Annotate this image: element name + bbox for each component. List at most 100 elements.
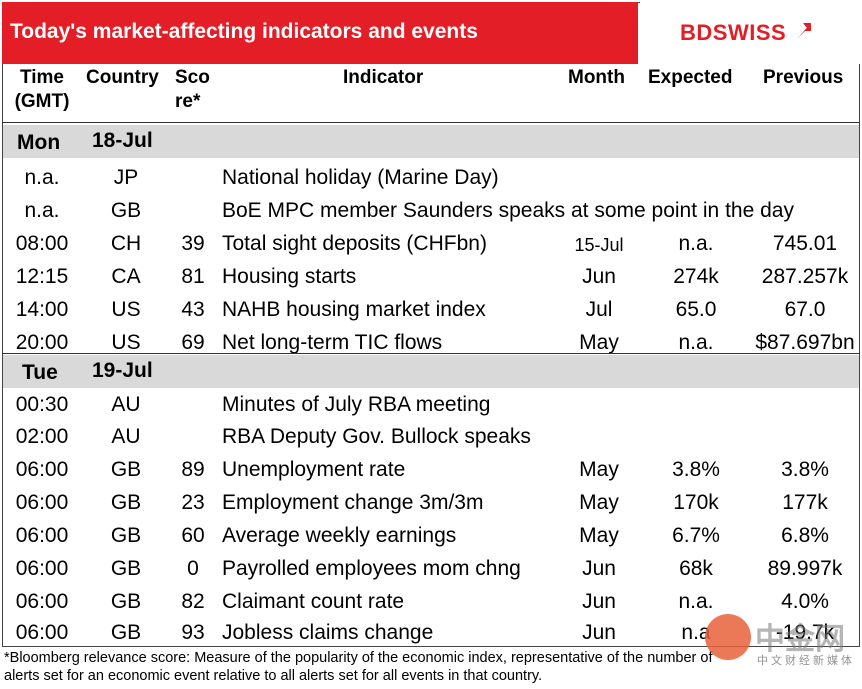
header-time: Time (GMT) bbox=[12, 66, 72, 114]
header-expected: Expected bbox=[648, 67, 733, 88]
cell-month: May bbox=[579, 331, 619, 354]
day-date: 19-Jul bbox=[92, 359, 153, 382]
cell-month: Jun bbox=[582, 557, 616, 580]
table-row: 20:00 US 69 Net long-term TIC flows May … bbox=[3, 327, 859, 360]
cell-previous: 4.0% bbox=[781, 590, 829, 613]
cell-expected: 68k bbox=[679, 557, 713, 580]
cell-country: AU bbox=[111, 425, 141, 448]
cell-country: AU bbox=[111, 393, 141, 416]
cell-time: 06:00 bbox=[15, 621, 69, 644]
cell-time: 06:00 bbox=[15, 557, 69, 580]
cell-indicator: Employment change 3m/3m bbox=[222, 491, 484, 514]
cell-month: May bbox=[579, 524, 619, 547]
cell-previous: -19.7k bbox=[775, 621, 835, 644]
cell-indicator: Payrolled employees mom chng bbox=[222, 557, 521, 580]
cell-time: 12:15 bbox=[15, 265, 69, 288]
cell-score: 81 bbox=[181, 265, 205, 288]
table-row: 06:00 GB 82 Claimant count rate Jun n.a.… bbox=[3, 586, 859, 619]
day-row-mon: Mon 18-Jul bbox=[3, 125, 859, 158]
cell-time: 06:00 bbox=[15, 524, 69, 547]
cell-country: GB bbox=[110, 458, 142, 481]
table-row: 06:00 GB 0 Payrolled employees mom chng … bbox=[3, 553, 859, 586]
cell-score: 0 bbox=[187, 557, 199, 580]
cell-country: CA bbox=[111, 265, 141, 288]
cell-score: 23 bbox=[181, 491, 205, 514]
header-indicator: Indicator bbox=[343, 67, 424, 88]
cell-indicator: Average weekly earnings bbox=[222, 524, 457, 547]
watermark-subtext: 中文财经新媒体 bbox=[757, 655, 855, 667]
cell-month: Jun bbox=[582, 590, 616, 613]
table-row: n.a. GB BoE MPC member Saunders speaks a… bbox=[3, 195, 859, 228]
cell-indicator: Jobless claims change bbox=[222, 621, 434, 644]
cell-indicator: BoE MPC member Saunders speaks at some p… bbox=[222, 199, 794, 222]
cell-indicator: Total sight deposits (CHFbn) bbox=[222, 232, 487, 255]
cell-country: GB bbox=[110, 524, 142, 547]
cell-score: 60 bbox=[181, 524, 205, 547]
header-time-line2: (GMT) bbox=[14, 91, 70, 112]
header-score-line1: Sco bbox=[175, 67, 210, 88]
cell-time: n.a. bbox=[24, 199, 60, 222]
cell-indicator: NAHB housing market index bbox=[222, 298, 486, 321]
header-score-line2: re* bbox=[175, 91, 201, 112]
day-label: Mon bbox=[17, 131, 61, 154]
divider bbox=[2, 353, 860, 354]
cell-expected: n.a bbox=[681, 621, 711, 644]
watermark-logo-icon bbox=[705, 614, 751, 660]
cell-country: GB bbox=[110, 491, 142, 514]
cell-expected: n.a. bbox=[678, 590, 714, 613]
cell-time: 20:00 bbox=[15, 331, 69, 354]
cell-previous: $87.697bn bbox=[755, 331, 855, 354]
cell-previous: 67.0 bbox=[784, 298, 826, 321]
title-bar: Today's market-affecting indicators and … bbox=[2, 2, 638, 64]
logo-swiss-text: SWISS bbox=[712, 20, 787, 45]
page-title: Today's market-affecting indicators and … bbox=[10, 20, 478, 43]
watermark-text: 中金网 bbox=[755, 623, 845, 656]
bdswiss-logo: BDSWISS bbox=[680, 20, 786, 46]
footnote: *Bloomberg relevance score: Measure of t… bbox=[4, 649, 712, 685]
header-country: Country bbox=[86, 67, 159, 88]
cell-expected: 274k bbox=[673, 265, 719, 288]
cell-country: GB bbox=[110, 590, 142, 613]
cell-month: May bbox=[579, 491, 619, 514]
table-row: 14:00 US 43 NAHB housing market index Ju… bbox=[3, 294, 859, 327]
divider bbox=[2, 122, 860, 123]
table-row: 06:00 GB 93 Jobless claims change Jun n.… bbox=[3, 617, 859, 650]
day-row-tue: Tue 19-Jul bbox=[3, 355, 859, 388]
cell-country: GB bbox=[110, 557, 142, 580]
cell-indicator: Unemployment rate bbox=[222, 458, 406, 481]
cell-month: 15-Jul bbox=[574, 235, 624, 255]
cell-score: 43 bbox=[181, 298, 205, 321]
cell-month: Jul bbox=[585, 298, 613, 321]
cell-expected: 6.7% bbox=[672, 524, 720, 547]
header-month: Month bbox=[568, 67, 625, 88]
cell-expected: 170k bbox=[673, 491, 719, 514]
cell-indicator: National holiday (Marine Day) bbox=[222, 166, 499, 189]
cell-previous: 177k bbox=[782, 491, 828, 514]
day-label: Tue bbox=[22, 361, 58, 384]
cell-time: 06:00 bbox=[15, 458, 69, 481]
cell-previous: 6.8% bbox=[781, 524, 829, 547]
logo-bd-text: BD bbox=[680, 20, 713, 45]
cell-country: GB bbox=[110, 621, 142, 644]
cell-score: 39 bbox=[181, 232, 205, 255]
cell-country: CH bbox=[110, 232, 142, 255]
cell-previous: 287.257k bbox=[761, 265, 849, 288]
cell-previous: 3.8% bbox=[781, 458, 829, 481]
cell-previous: 89.997k bbox=[767, 557, 843, 580]
cell-time: n.a. bbox=[24, 166, 60, 189]
table-row: 08:00 CH 39 Total sight deposits (CHFbn)… bbox=[3, 228, 859, 261]
table-row: 06:00 GB 23 Employment change 3m/3m May … bbox=[3, 487, 859, 520]
cell-previous: 745.01 bbox=[772, 232, 838, 255]
cell-indicator: Housing starts bbox=[222, 265, 357, 288]
table-row: n.a. JP National holiday (Marine Day) bbox=[3, 162, 859, 195]
cell-month: May bbox=[579, 458, 619, 481]
cell-time: 02:00 bbox=[15, 425, 69, 448]
cell-score: 93 bbox=[181, 621, 205, 644]
cell-indicator: Claimant count rate bbox=[222, 590, 405, 613]
cell-time: 08:00 bbox=[15, 232, 69, 255]
cell-country: GB bbox=[110, 199, 142, 222]
cell-time: 06:00 bbox=[15, 491, 69, 514]
header-score: Sco re* bbox=[175, 66, 210, 114]
footnote-line1: *Bloomberg relevance score: Measure of t… bbox=[4, 650, 713, 666]
cell-month: Jun bbox=[582, 265, 616, 288]
